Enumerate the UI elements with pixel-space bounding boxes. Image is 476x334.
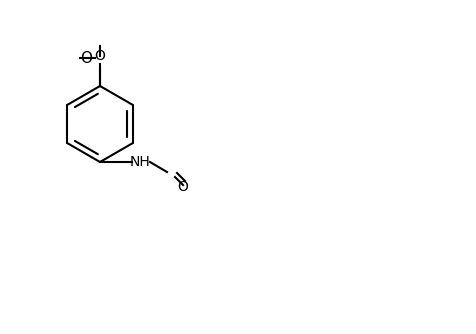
Text: O: O [95, 49, 106, 63]
Text: O: O [80, 50, 92, 65]
Text: NH: NH [129, 155, 150, 169]
Text: O: O [178, 180, 188, 194]
